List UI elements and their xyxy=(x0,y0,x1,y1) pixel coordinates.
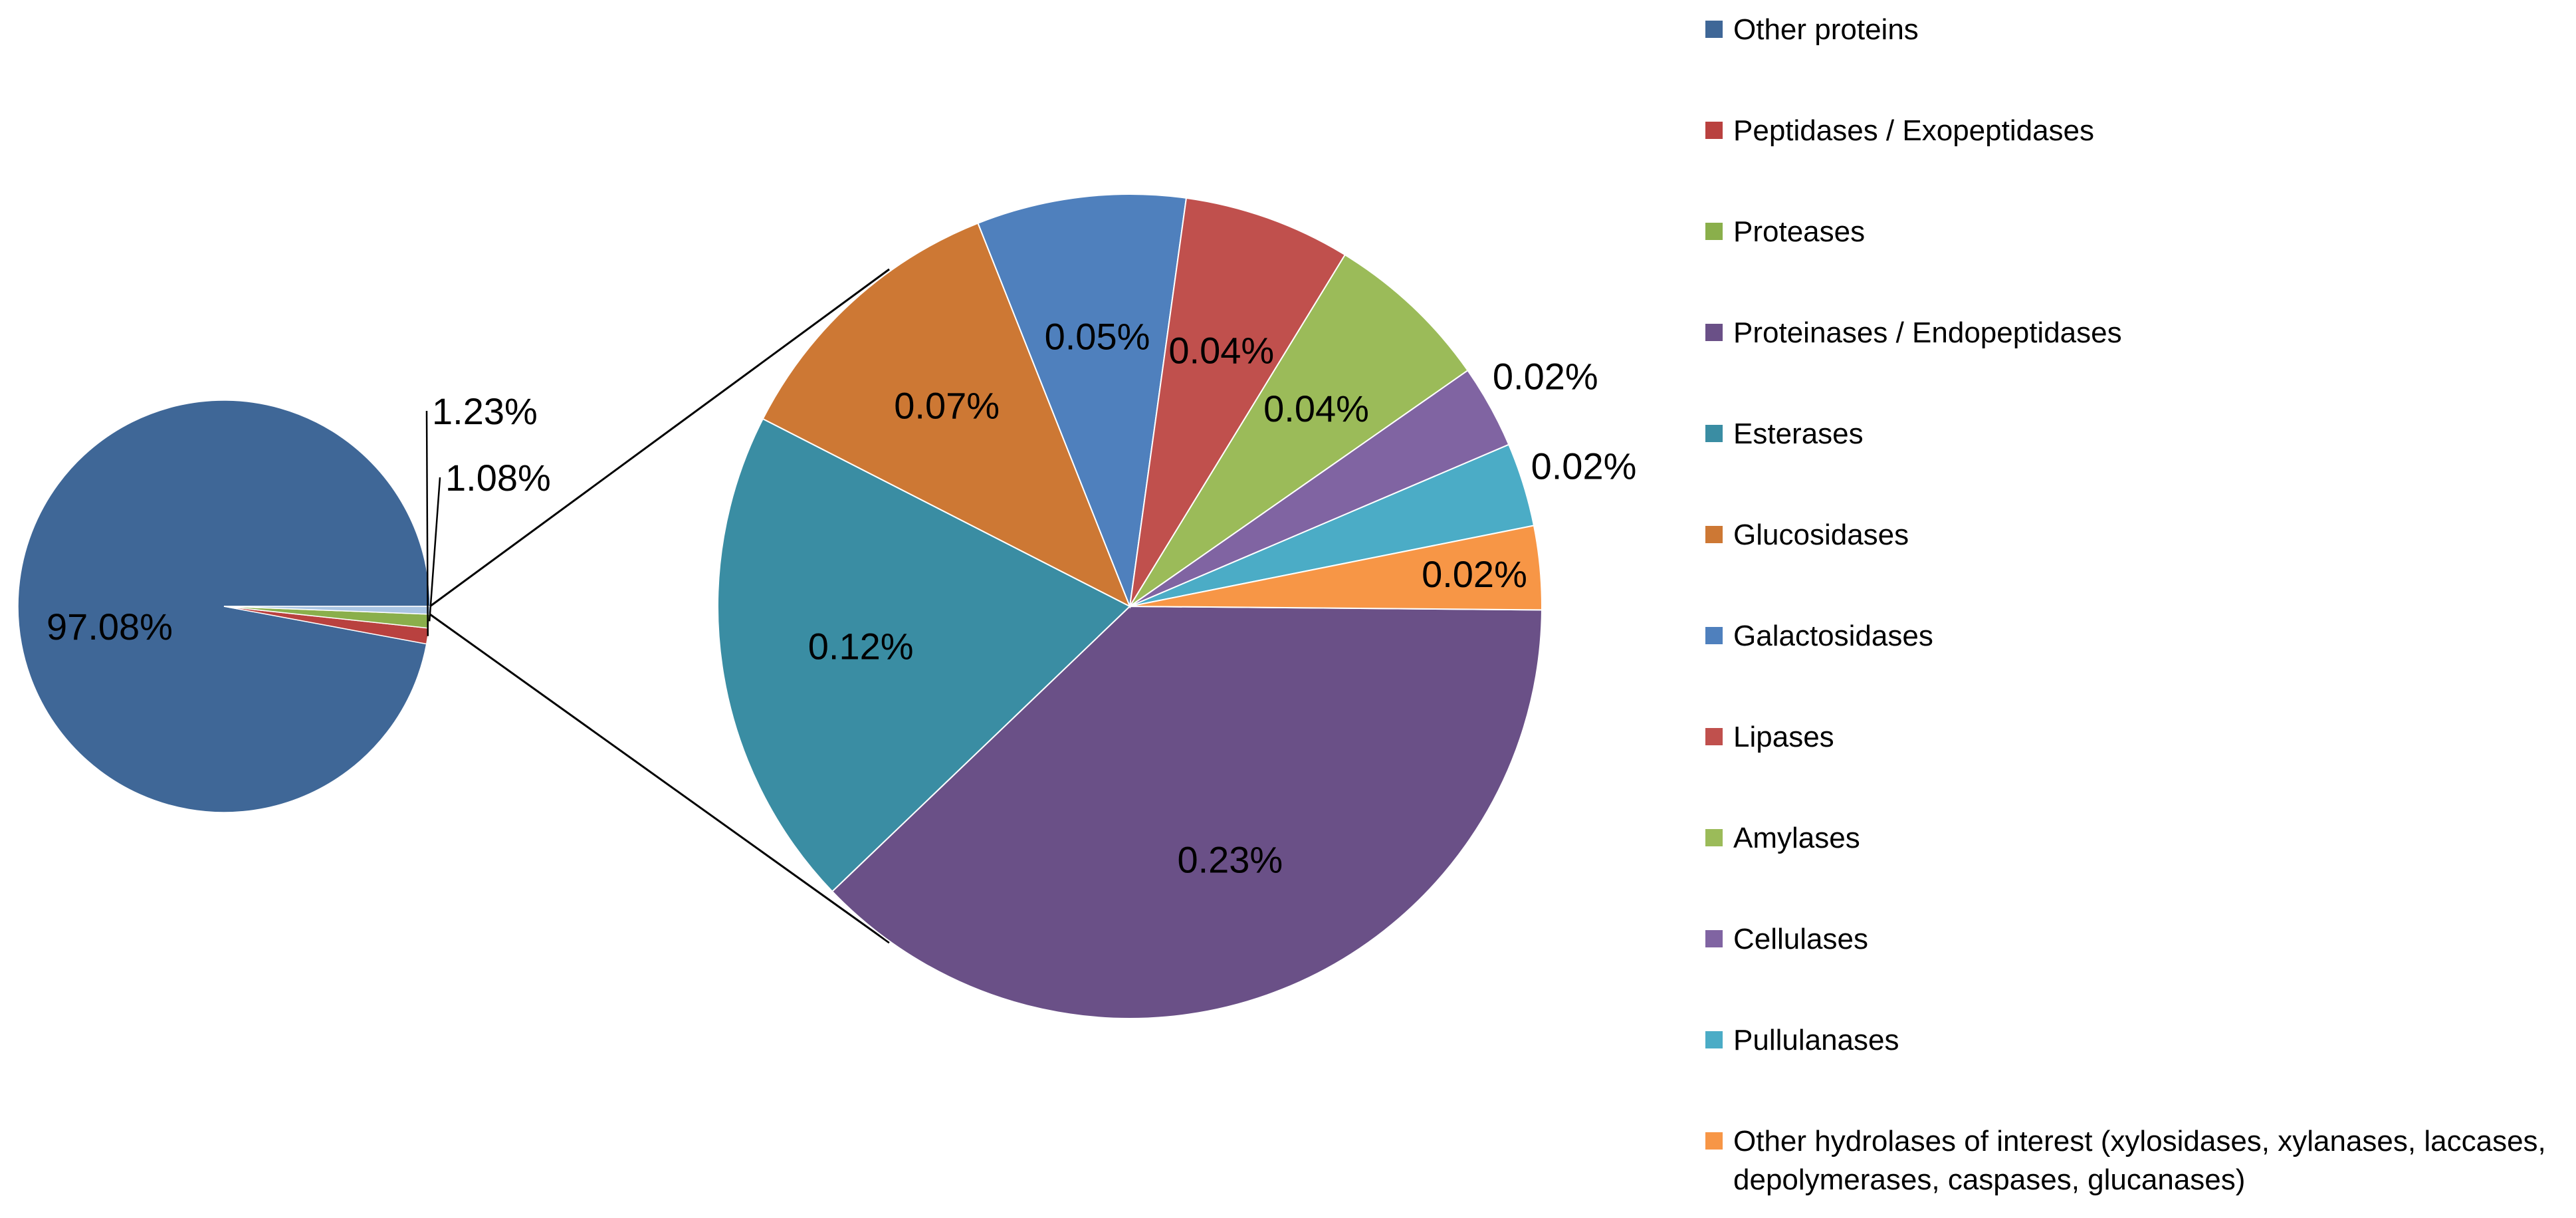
legend-label: Lipases xyxy=(1733,721,1834,753)
legend-item: Galactosidases xyxy=(1705,620,1933,652)
legend-label: Proteinases / Endopeptidases xyxy=(1733,316,2122,349)
main-label-leader-2 xyxy=(428,477,441,622)
secondary-pie-slice-8 xyxy=(1129,525,1543,611)
secondary-pie-label-5: 0.04% xyxy=(1263,388,1369,429)
legend-label-continuation: depolymerases, caspases, glucanases) xyxy=(1733,1163,2245,1196)
secondary-pie-slice-0 xyxy=(831,605,1543,1019)
secondary-pie-slice-5 xyxy=(1129,253,1469,607)
legend-swatch xyxy=(1705,1031,1723,1048)
main-pie-label-0: 97.08% xyxy=(47,606,173,648)
secondary-pie-label-6: 0.02% xyxy=(1493,355,1598,397)
legend-item: Glucosidases xyxy=(1705,519,1909,551)
secondary-pie-label-8: 0.02% xyxy=(1422,553,1527,595)
legend-swatch xyxy=(1705,324,1723,341)
legend-swatch xyxy=(1705,1132,1723,1150)
connector-line-bottom xyxy=(429,613,890,944)
legend-swatch xyxy=(1705,829,1723,846)
legend-swatch xyxy=(1705,223,1723,240)
legend-swatch xyxy=(1705,526,1723,543)
legend-label: Glucosidases xyxy=(1733,519,1909,551)
legend-label: Other proteins xyxy=(1733,13,1919,46)
legend-swatch xyxy=(1705,627,1723,644)
legend-swatch xyxy=(1705,728,1723,745)
legend-item: Cellulases xyxy=(1705,923,1868,955)
legend-item: Amylases xyxy=(1705,822,1860,854)
legend-label: Other hydrolases of interest (xylosidase… xyxy=(1733,1125,2546,1157)
legend-swatch xyxy=(1705,21,1723,38)
connector-line-top xyxy=(429,268,890,608)
connector-lines xyxy=(429,268,890,944)
legend-item: Esterases xyxy=(1705,418,1864,450)
legend-item: Pullulanases xyxy=(1705,1024,1899,1056)
legend-label: Galactosidases xyxy=(1733,620,1933,652)
legend-label: Peptidases / Exopeptidases xyxy=(1733,114,2094,147)
legend-item: Lipases xyxy=(1705,721,1834,753)
secondary-pie-label-2: 0.07% xyxy=(894,384,1000,426)
legend-item: Proteases xyxy=(1705,215,1865,248)
legend-label: Pullulanases xyxy=(1733,1024,1899,1056)
legend-swatch xyxy=(1705,425,1723,442)
main-pie-label-1: 1.23% xyxy=(432,390,538,432)
legend-item: Peptidases / Exopeptidases xyxy=(1705,114,2094,147)
legend-label: Amylases xyxy=(1733,822,1860,854)
legend-item: Other proteins xyxy=(1705,13,1919,46)
main-pie xyxy=(17,400,431,813)
secondary-pie-slice-1 xyxy=(717,418,1131,893)
legend-label: Proteases xyxy=(1733,215,1865,248)
legend-swatch xyxy=(1705,930,1723,947)
secondary-pie-slice-3 xyxy=(977,193,1188,609)
secondary-pie-slice-2 xyxy=(762,222,1131,608)
secondary-pie-labels: 0.23% 0.12% 0.07% 0.05% 0.04% 0.04% 0.02% 0.02%… xyxy=(808,316,1637,881)
secondary-pie-slice-4 xyxy=(1129,197,1346,607)
secondary-pie-label-3: 0.05% xyxy=(1045,316,1150,358)
legend-item: Proteinases / Endopeptidases xyxy=(1705,316,2122,349)
secondary-pie-label-1: 0.12% xyxy=(808,625,914,667)
legend-label: Cellulases xyxy=(1733,923,1868,955)
main-pie-labels: 97.08% 1.23% 1.08% xyxy=(47,390,551,648)
legend-label: Esterases xyxy=(1733,418,1864,450)
secondary-pie-label-0: 0.23% xyxy=(1177,838,1283,880)
legend: Other proteins Peptidases / Exopeptidases… xyxy=(1705,13,2546,1196)
legend-item: Other hydrolases of interest (xylosidase… xyxy=(1705,1125,2546,1196)
legend-swatch xyxy=(1705,122,1723,139)
secondary-pie xyxy=(717,193,1543,1019)
main-label-leader-1 xyxy=(425,410,429,636)
secondary-pie-label-4: 0.04% xyxy=(1168,330,1274,372)
secondary-pie-label-7: 0.02% xyxy=(1531,445,1637,487)
main-pie-label-2: 1.08% xyxy=(445,457,551,499)
